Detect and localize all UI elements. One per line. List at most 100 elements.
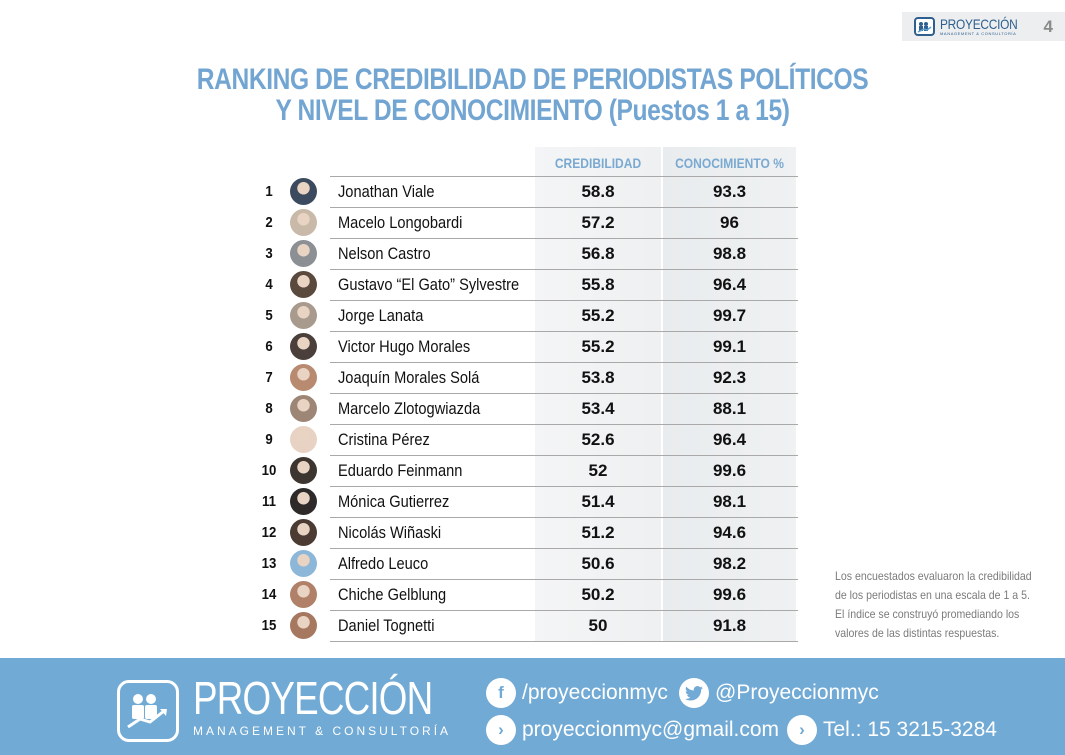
journalist-name: Marcelo Zlotogwiazda (338, 399, 481, 418)
credibilidad-value: 51.4 (581, 492, 615, 511)
table-row: 15 Daniel Tognetti 50 91.8 (258, 610, 798, 641)
table-row: 2 Macelo Longobardi 57.2 96 (258, 207, 798, 238)
credibilidad-value: 50.2 (581, 585, 615, 604)
rank-number: 1 (265, 183, 273, 200)
twitter-handle: @Proyeccionmyc (715, 681, 879, 704)
conocimiento-value: 99.6 (712, 461, 747, 480)
journalist-name: Mónica Gutierrez (338, 492, 450, 511)
facebook-icon: f (486, 678, 516, 708)
journalist-name: Eduardo Feinmann (338, 461, 463, 480)
journalist-name: Victor Hugo Morales (338, 337, 471, 356)
journalist-avatar (290, 271, 317, 298)
conocimiento-value: 99.7 (712, 306, 747, 325)
credibilidad-value: 52.6 (581, 430, 615, 449)
chevron-right-icon: › (486, 715, 516, 745)
rank-number: 5 (265, 307, 273, 324)
rank-number: 10 (261, 462, 277, 479)
table-row: 6 Victor Hugo Morales 55.2 99.1 (258, 331, 798, 362)
conocimiento-value: 98.1 (712, 492, 747, 511)
rank-number: 12 (261, 524, 277, 541)
row-divider (330, 331, 798, 332)
table-row: 11 Mónica Gutierrez 51.4 98.1 (258, 486, 798, 517)
journalist-name: Alfredo Leuco (338, 554, 429, 573)
journalist-avatar (290, 240, 317, 267)
row-divider (330, 424, 798, 425)
table-row: 13 Alfredo Leuco 50.6 98.2 (258, 548, 798, 579)
conocimiento-value: 92.3 (712, 368, 747, 387)
table-row: 1 Jonathan Viale 58.8 93.3 (258, 176, 798, 207)
email-link[interactable]: › proyeccionmyc@gmail.com (486, 715, 779, 745)
journalist-avatar (290, 178, 317, 205)
row-divider (330, 269, 798, 270)
title-line-1: RANKING DE CREDIBILIDAD DE PERIODISTAS P… (196, 63, 869, 96)
facebook-link[interactable]: f /proyeccionmyc (486, 678, 668, 708)
rank-number: 14 (261, 586, 277, 603)
page-number: 4 (1043, 17, 1053, 36)
journalist-name: Gustavo “El Gato” Sylvestre (338, 275, 520, 294)
table-row: 10 Eduardo Feinmann 52 99.6 (258, 455, 798, 486)
footer-brand: PROYECCIÓN MANAGEMENT & CONSULTORÍA (193, 674, 492, 738)
journalist-name: Jonathan Viale (338, 182, 435, 201)
table-header: CREDIBILIDAD CONOCIMIENTO % (258, 147, 798, 176)
title-line-2: Y NIVEL DE CONOCIMIENTO (Puestos 1 a 15) (275, 94, 790, 127)
table-bottom-divider (330, 641, 798, 642)
rank-number: 13 (261, 555, 277, 572)
conocimiento-value: 94.6 (712, 523, 747, 542)
journalist-name: Macelo Longobardi (338, 213, 463, 232)
email-address: proyeccionmyc@gmail.com (522, 718, 780, 741)
journalist-name: Cristina Pérez (338, 430, 430, 449)
journalist-name: Nelson Castro (338, 244, 431, 263)
conocimiento-value: 99.1 (712, 337, 747, 356)
credibilidad-value: 55.2 (581, 337, 615, 356)
conocimiento-value: 88.1 (712, 399, 747, 418)
journalist-name: Jorge Lanata (338, 306, 424, 325)
column-header-credibilidad: CREDIBILIDAD (554, 155, 642, 171)
journalist-avatar (290, 457, 317, 484)
conocimiento-value: 96.4 (712, 275, 747, 294)
footer-bar: PROYECCIÓN MANAGEMENT & CONSULTORÍA f /p… (0, 658, 1065, 755)
header-logo-badge: PROYECCIÓN MANAGEMENT & CONSULTORÍA 4 (902, 12, 1065, 41)
footer-brand-name: PROYECCIÓN (193, 672, 433, 724)
journalist-avatar (290, 519, 317, 546)
header-brand-sub: MANAGEMENT & CONSULTORÍA (940, 31, 1017, 36)
journalist-name: Daniel Tognetti (338, 616, 435, 635)
row-divider (330, 455, 798, 456)
table-row: 12 Nicolás Wiñaski 51.2 94.6 (258, 517, 798, 548)
ranking-table: CREDIBILIDAD CONOCIMIENTO % 1 Jonathan Vi… (258, 147, 798, 642)
credibilidad-value: 52 (588, 461, 608, 480)
table-row: 3 Nelson Castro 56.8 98.8 (258, 238, 798, 269)
rank-number: 9 (265, 431, 273, 448)
rank-number: 2 (265, 214, 273, 231)
table-row: 5 Jorge Lanata 55.2 99.7 (258, 300, 798, 331)
credibilidad-value: 56.8 (581, 244, 615, 263)
table-row: 7 Joaquín Morales Solá 53.8 92.3 (258, 362, 798, 393)
table-row: 8 Marcelo Zlotogwiazda 53.4 88.1 (258, 393, 798, 424)
journalist-name: Chiche Gelblung (338, 585, 447, 604)
phone-link[interactable]: › Tel.: 15 3215-3284 (787, 715, 997, 745)
column-header-conocimiento: CONOCIMIENTO % (675, 155, 784, 171)
row-divider (330, 517, 798, 518)
phone-number: Tel.: 15 3215-3284 (823, 718, 997, 741)
note-line: valores de las distintas respuestas. (835, 626, 1000, 640)
journalist-name: Nicolás Wiñaski (338, 523, 442, 542)
rank-number: 3 (265, 245, 273, 262)
rank-number: 4 (265, 276, 273, 293)
conocimiento-value: 99.6 (712, 585, 747, 604)
rank-number: 8 (265, 400, 273, 417)
note-line: Los encuestados evaluaron la credibilida… (835, 569, 1032, 583)
twitter-link[interactable]: @Proyeccionmyc (679, 678, 879, 708)
credibilidad-value: 53.8 (581, 368, 615, 387)
footer-logo-icon (117, 680, 179, 742)
row-divider (330, 300, 798, 301)
methodology-note: Los encuestados evaluaron la credibilida… (835, 567, 1060, 643)
table-row: 14 Chiche Gelblung 50.2 99.6 (258, 579, 798, 610)
table-row: 9 Cristina Pérez 52.6 96.4 (258, 424, 798, 455)
conocimiento-value: 93.3 (712, 182, 747, 201)
table-row: 4 Gustavo “El Gato” Sylvestre 55.8 96.4 (258, 269, 798, 300)
page-title: RANKING DE CREDIBILIDAD DE PERIODISTAS P… (0, 64, 1065, 126)
journalist-avatar (290, 488, 317, 515)
journalist-avatar (290, 302, 317, 329)
credibilidad-value: 58.8 (581, 182, 615, 201)
row-divider (330, 486, 798, 487)
row-divider (330, 207, 798, 208)
